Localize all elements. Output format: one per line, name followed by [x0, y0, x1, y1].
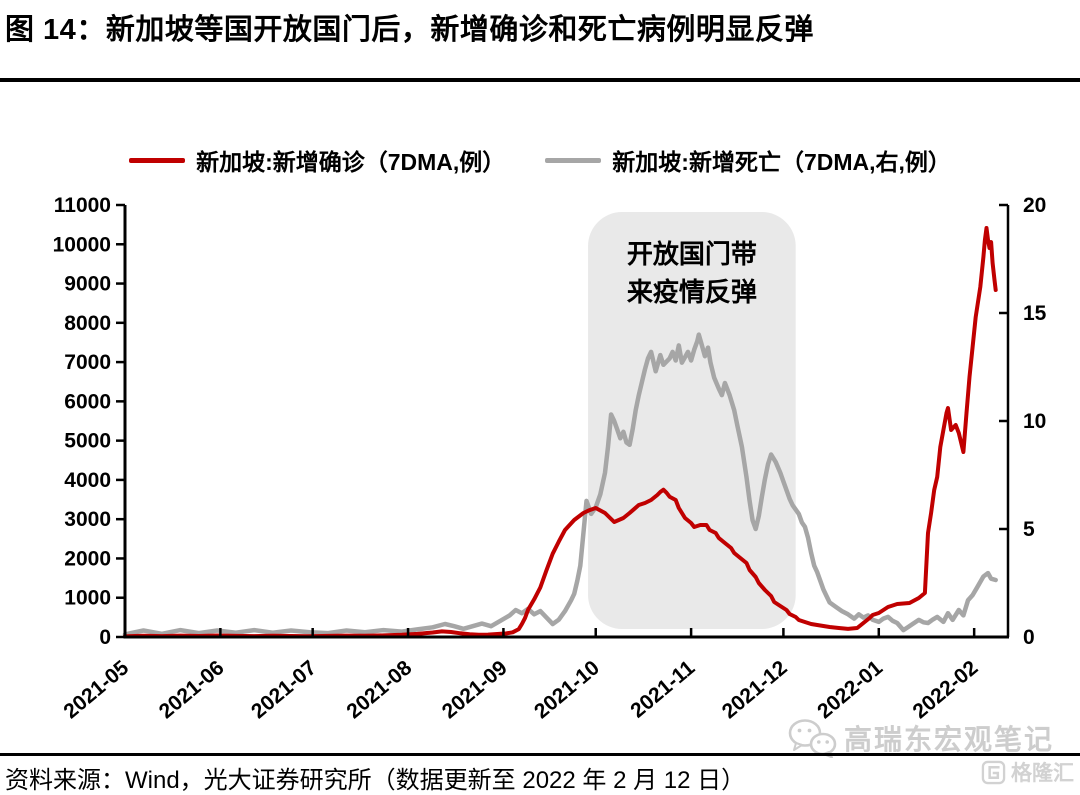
svg-text:来疫情反弹: 来疫情反弹 — [627, 277, 757, 307]
svg-text:2021-12: 2021-12 — [718, 656, 792, 723]
cases-line-swatch — [129, 157, 186, 163]
title-divider — [0, 78, 1080, 82]
svg-text:9000: 9000 — [64, 273, 111, 296]
svg-text:1000: 1000 — [64, 587, 111, 610]
legend-label-deaths: 新加坡:新增死亡（7DMA,右,例） — [612, 149, 951, 175]
svg-text:2000: 2000 — [64, 547, 111, 570]
svg-text:15: 15 — [1023, 302, 1047, 325]
svg-text:6000: 6000 — [64, 390, 111, 413]
svg-text:3000: 3000 — [64, 508, 111, 531]
svg-text:0: 0 — [99, 626, 111, 649]
wechat-watermark: 高瑞东宏观笔记 — [786, 718, 1054, 758]
svg-text:8000: 8000 — [64, 312, 111, 335]
gelonghui-logo: 格隆汇 — [981, 757, 1074, 787]
svg-text:2021-07: 2021-07 — [247, 656, 321, 723]
svg-text:开放国门带: 开放国门带 — [627, 239, 757, 269]
source-note: 资料来源：Wind，光大证券研究所（数据更新至 2022 年 2 月 12 日） — [5, 767, 746, 794]
chart-legend: 新加坡:新增确诊（7DMA,例） 新加坡:新增死亡（7DMA,右,例） — [0, 143, 1080, 177]
source-divider — [0, 753, 1080, 756]
legend-item-deaths: 新加坡:新增死亡（7DMA,右,例） — [545, 143, 951, 177]
svg-text:2021-06: 2021-06 — [155, 656, 229, 723]
svg-text:4000: 4000 — [64, 469, 111, 492]
svg-text:2021-08: 2021-08 — [342, 656, 416, 723]
svg-text:10: 10 — [1023, 410, 1046, 433]
svg-text:2021-11: 2021-11 — [626, 656, 699, 723]
svg-text:7000: 7000 — [64, 351, 111, 374]
svg-text:2022-02: 2022-02 — [909, 656, 983, 723]
svg-text:2021-09: 2021-09 — [438, 656, 512, 723]
svg-text:5: 5 — [1023, 518, 1035, 541]
svg-text:2021-05: 2021-05 — [59, 656, 133, 723]
svg-text:0: 0 — [1023, 626, 1035, 649]
deaths-line-swatch — [545, 157, 602, 163]
svg-text:11000: 11000 — [54, 194, 111, 217]
gelonghui-logo-icon — [981, 760, 1006, 784]
svg-text:2022-01: 2022-01 — [813, 656, 887, 723]
wechat-icon — [788, 719, 837, 758]
legend-label-cases: 新加坡:新增确诊（7DMA,例） — [196, 149, 506, 175]
svg-text:2021-10: 2021-10 — [530, 656, 604, 723]
svg-text:10000: 10000 — [53, 233, 111, 256]
legend-item-cases: 新加坡:新增确诊（7DMA,例） — [129, 143, 505, 177]
wechat-account-name: 高瑞东宏观笔记 — [843, 724, 1054, 755]
figure-title: 图 14：新加坡等国开放国门后，新增确诊和死亡病例明显反弹 — [5, 14, 814, 46]
gelonghui-logo-text: 格隆汇 — [1011, 762, 1074, 785]
svg-text:5000: 5000 — [64, 430, 111, 453]
svg-text:20: 20 — [1023, 194, 1046, 217]
